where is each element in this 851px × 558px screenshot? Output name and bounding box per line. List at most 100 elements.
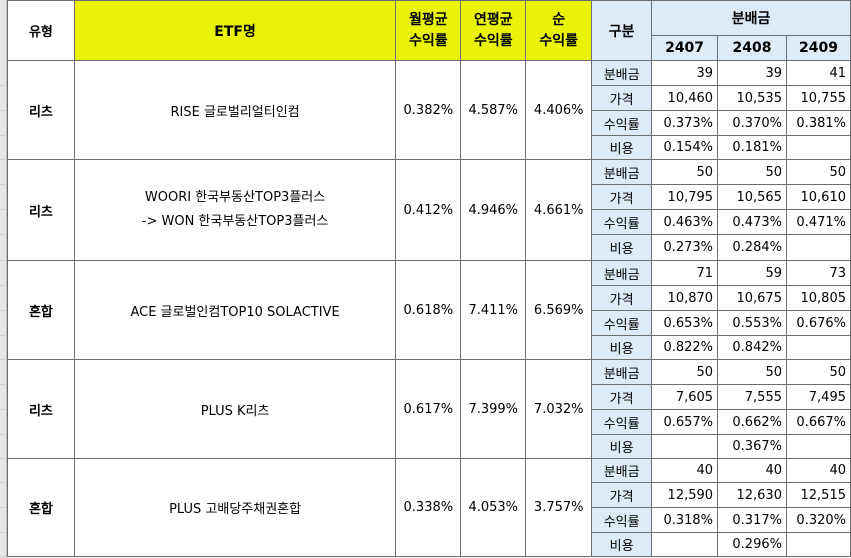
etf-type-cell[interactable]: 혼합 [7, 458, 75, 557]
category-label-cell[interactable]: 가격 [591, 482, 653, 508]
month-value-cell[interactable]: 71 [651, 260, 719, 286]
month-value-cell[interactable]: 0.318% [651, 507, 719, 533]
etf-type-cell[interactable]: 리츠 [7, 359, 75, 459]
month-value-cell[interactable]: 10,565 [717, 184, 787, 210]
month-value-cell[interactable] [785, 532, 851, 557]
category-label-cell[interactable]: 분배금 [591, 458, 653, 483]
month-value-cell[interactable]: 10,755 [785, 85, 851, 111]
etf-type-cell[interactable]: 혼합 [7, 260, 75, 360]
header-etf-name[interactable]: ETF명 [73, 0, 397, 61]
category-label-cell[interactable]: 비용 [591, 434, 653, 459]
header-type[interactable]: 유형 [7, 0, 75, 61]
month-value-cell[interactable]: 50 [785, 359, 851, 385]
month-value-cell[interactable]: 0.676% [785, 310, 851, 336]
annual-return-cell[interactable]: 4.587% [460, 60, 527, 160]
category-label-cell[interactable]: 수익률 [591, 507, 653, 533]
month-value-cell[interactable]: 0.296% [717, 532, 787, 557]
category-label-cell[interactable]: 분배금 [591, 260, 653, 286]
month-value-cell[interactable]: 10,535 [717, 85, 787, 111]
monthly-return-cell[interactable]: 0.338% [395, 458, 462, 557]
month-value-cell[interactable]: 0.373% [651, 110, 719, 136]
month-value-cell[interactable]: 50 [717, 359, 787, 385]
etf-name-cell[interactable]: PLUS 고배당주채권혼합 [73, 458, 397, 557]
annual-return-cell[interactable]: 7.411% [460, 260, 527, 360]
month-value-cell[interactable]: 0.667% [785, 409, 851, 435]
category-label-cell[interactable]: 가격 [591, 85, 653, 111]
month-value-cell[interactable] [785, 234, 851, 261]
month-value-cell[interactable]: 0.473% [717, 209, 787, 235]
net-return-cell[interactable]: 3.757% [525, 458, 593, 557]
net-return-cell[interactable]: 4.661% [525, 159, 593, 261]
category-label-cell[interactable]: 가격 [591, 184, 653, 210]
month-value-cell[interactable] [651, 532, 719, 557]
month-value-cell[interactable]: 12,590 [651, 482, 719, 508]
month-value-cell[interactable]: 41 [785, 60, 851, 86]
month-value-cell[interactable]: 0.320% [785, 507, 851, 533]
etf-name-cell[interactable]: WOORI 한국부동산TOP3플러스 -> WON 한국부동산TOP3플러스 [73, 159, 397, 261]
category-label-cell[interactable]: 비용 [591, 335, 653, 360]
header-month-2407[interactable]: 2407 [651, 35, 719, 61]
month-value-cell[interactable]: 39 [651, 60, 719, 86]
month-value-cell[interactable]: 0.367% [717, 434, 787, 459]
month-value-cell[interactable]: 7,495 [785, 384, 851, 410]
header-category[interactable]: 구분 [591, 0, 653, 61]
monthly-return-cell[interactable]: 0.618% [395, 260, 462, 360]
month-value-cell[interactable]: 73 [785, 260, 851, 286]
category-label-cell[interactable]: 분배금 [591, 60, 653, 86]
category-label-cell[interactable]: 수익률 [591, 110, 653, 136]
month-value-cell[interactable]: 10,675 [717, 285, 787, 311]
category-label-cell[interactable]: 수익률 [591, 209, 653, 235]
category-label-cell[interactable]: 가격 [591, 285, 653, 311]
monthly-return-cell[interactable]: 0.617% [395, 359, 462, 459]
category-label-cell[interactable]: 분배금 [591, 359, 653, 385]
month-value-cell[interactable]: 10,610 [785, 184, 851, 210]
etf-name-cell[interactable]: ACE 글로벌인컴TOP10 SOLACTIVE [73, 260, 397, 360]
category-label-cell[interactable]: 수익률 [591, 409, 653, 435]
month-value-cell[interactable]: 39 [717, 60, 787, 86]
month-value-cell[interactable]: 0.662% [717, 409, 787, 435]
header-distribution[interactable]: 분배금 [651, 0, 851, 36]
monthly-return-cell[interactable]: 0.412% [395, 159, 462, 261]
month-value-cell[interactable]: 50 [651, 159, 719, 185]
header-net-return[interactable]: 순 수익률 [525, 0, 593, 61]
category-label-cell[interactable]: 비용 [591, 532, 653, 557]
header-month-2408[interactable]: 2408 [717, 35, 787, 61]
month-value-cell[interactable]: 0.471% [785, 209, 851, 235]
etf-name-cell[interactable]: PLUS K리츠 [73, 359, 397, 459]
net-return-cell[interactable]: 7.032% [525, 359, 593, 459]
month-value-cell[interactable]: 10,795 [651, 184, 719, 210]
month-value-cell[interactable]: 10,805 [785, 285, 851, 311]
etf-type-cell[interactable]: 리츠 [7, 159, 75, 261]
etf-name-cell[interactable]: RISE 글로벌리얼티인컴 [73, 60, 397, 160]
month-value-cell[interactable]: 50 [651, 359, 719, 385]
month-value-cell[interactable]: 10,460 [651, 85, 719, 111]
annual-return-cell[interactable]: 4.946% [460, 159, 527, 261]
month-value-cell[interactable]: 0.284% [717, 234, 787, 261]
month-value-cell[interactable]: 40 [651, 458, 719, 483]
month-value-cell[interactable]: 12,630 [717, 482, 787, 508]
annual-return-cell[interactable]: 7.399% [460, 359, 527, 459]
monthly-return-cell[interactable]: 0.382% [395, 60, 462, 160]
month-value-cell[interactable]: 0.370% [717, 110, 787, 136]
month-value-cell[interactable]: 0.181% [717, 135, 787, 160]
net-return-cell[interactable]: 4.406% [525, 60, 593, 160]
month-value-cell[interactable] [651, 434, 719, 459]
month-value-cell[interactable] [785, 135, 851, 160]
category-label-cell[interactable]: 분배금 [591, 159, 653, 185]
month-value-cell[interactable]: 0.653% [651, 310, 719, 336]
month-value-cell[interactable]: 0.822% [651, 335, 719, 360]
month-value-cell[interactable]: 40 [785, 458, 851, 483]
category-label-cell[interactable]: 비용 [591, 135, 653, 160]
net-return-cell[interactable]: 6.569% [525, 260, 593, 360]
month-value-cell[interactable]: 0.842% [717, 335, 787, 360]
month-value-cell[interactable]: 0.317% [717, 507, 787, 533]
month-value-cell[interactable]: 50 [717, 159, 787, 185]
month-value-cell[interactable]: 59 [717, 260, 787, 286]
month-value-cell[interactable] [785, 434, 851, 459]
header-month-2409[interactable]: 2409 [785, 35, 851, 61]
month-value-cell[interactable]: 0.273% [651, 234, 719, 261]
category-label-cell[interactable]: 수익률 [591, 310, 653, 336]
month-value-cell[interactable]: 10,870 [651, 285, 719, 311]
month-value-cell[interactable] [785, 335, 851, 360]
month-value-cell[interactable]: 7,555 [717, 384, 787, 410]
